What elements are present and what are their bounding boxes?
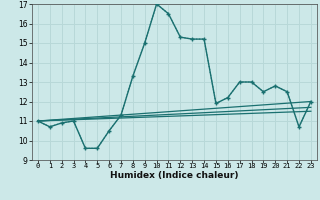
X-axis label: Humidex (Indice chaleur): Humidex (Indice chaleur) bbox=[110, 171, 239, 180]
